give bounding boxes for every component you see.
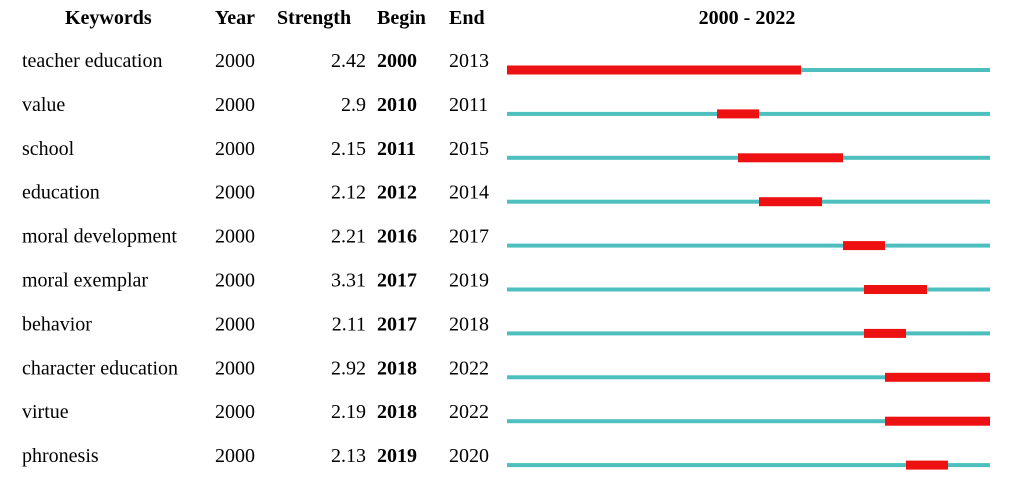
burst-row: virtue 2000 2.19 2018 2022 bbox=[22, 401, 990, 426]
strength-value: 2.15 bbox=[331, 138, 366, 160]
strength-value: 2.42 bbox=[331, 50, 366, 72]
burst-row: teacher education 2000 2.42 2000 2013 bbox=[22, 50, 990, 75]
year-value: 2000 bbox=[215, 94, 255, 116]
burst-rows: teacher education 2000 2.42 2000 2013 value 20… bbox=[22, 50, 990, 470]
timeline-baseline bbox=[507, 419, 990, 424]
begin-year: 2018 bbox=[377, 357, 417, 379]
year-value: 2000 bbox=[215, 357, 255, 379]
header-begin: Begin bbox=[377, 7, 426, 29]
begin-year: 2017 bbox=[377, 270, 417, 292]
year-value: 2000 bbox=[215, 182, 255, 204]
keyword-label: education bbox=[22, 182, 100, 204]
burst-row: behavior 2000 2.11 2017 2018 bbox=[22, 313, 990, 338]
keyword-label: virtue bbox=[22, 401, 69, 423]
header-end: End bbox=[449, 7, 485, 29]
strength-value: 2.11 bbox=[332, 313, 366, 335]
burst-bar bbox=[885, 416, 990, 426]
begin-year: 2016 bbox=[377, 226, 417, 248]
year-value: 2000 bbox=[215, 138, 255, 160]
begin-year: 2000 bbox=[377, 50, 417, 72]
end-year: 2020 bbox=[449, 445, 489, 467]
burst-bar bbox=[759, 197, 822, 207]
burst-row: phronesis 2000 2.13 2019 2020 bbox=[22, 445, 990, 470]
burst-bar bbox=[843, 241, 885, 251]
begin-year: 2010 bbox=[377, 94, 417, 116]
burst-row: moral development 2000 2.21 2016 2017 bbox=[22, 226, 990, 251]
strength-value: 2.92 bbox=[331, 357, 366, 379]
begin-year: 2019 bbox=[377, 445, 417, 467]
strength-value: 3.31 bbox=[331, 270, 366, 292]
header-timeline-range: 2000 - 2022 bbox=[699, 7, 796, 29]
keyword-label: character education bbox=[22, 357, 178, 379]
begin-year: 2018 bbox=[377, 401, 417, 423]
burst-row: school 2000 2.15 2011 2015 bbox=[22, 138, 990, 163]
header-row: Keywords Year Strength Begin End 2000 - … bbox=[65, 7, 795, 29]
timeline-baseline bbox=[507, 199, 990, 204]
strength-value: 2.9 bbox=[341, 94, 366, 116]
begin-year: 2012 bbox=[377, 182, 417, 204]
end-year: 2011 bbox=[449, 94, 488, 116]
begin-year: 2017 bbox=[377, 313, 417, 335]
end-year: 2022 bbox=[449, 357, 489, 379]
year-value: 2000 bbox=[215, 50, 255, 72]
begin-year: 2011 bbox=[377, 138, 416, 160]
keyword-label: behavior bbox=[22, 313, 92, 335]
year-value: 2000 bbox=[215, 445, 255, 467]
burst-bar bbox=[906, 460, 948, 470]
strength-value: 2.13 bbox=[331, 445, 366, 467]
year-value: 2000 bbox=[215, 313, 255, 335]
burst-bar bbox=[507, 65, 801, 75]
burst-bar bbox=[885, 372, 990, 382]
end-year: 2013 bbox=[449, 50, 489, 72]
timeline-baseline bbox=[507, 331, 990, 336]
burst-row: moral exemplar 2000 3.31 2017 2019 bbox=[22, 270, 990, 294]
burst-bar bbox=[738, 153, 843, 163]
burst-row: character education 2000 2.92 2018 2022 bbox=[22, 357, 990, 382]
keyword-label: moral exemplar bbox=[22, 270, 148, 292]
end-year: 2019 bbox=[449, 270, 489, 292]
end-year: 2022 bbox=[449, 401, 489, 423]
end-year: 2017 bbox=[449, 226, 489, 248]
keyword-label: school bbox=[22, 138, 75, 160]
end-year: 2018 bbox=[449, 313, 489, 335]
strength-value: 2.21 bbox=[331, 226, 366, 248]
keyword-label: moral development bbox=[22, 226, 177, 248]
year-value: 2000 bbox=[215, 401, 255, 423]
header-keywords: Keywords bbox=[65, 7, 152, 29]
timeline-baseline bbox=[507, 375, 990, 380]
burst-bar bbox=[864, 328, 906, 338]
header-year: Year bbox=[215, 7, 255, 29]
keyword-label: value bbox=[22, 94, 65, 116]
burst-bar bbox=[717, 109, 759, 119]
strength-value: 2.12 bbox=[331, 182, 366, 204]
timeline-baseline bbox=[507, 287, 990, 292]
keyword-label: teacher education bbox=[22, 50, 162, 72]
burst-row: education 2000 2.12 2012 2014 bbox=[22, 182, 990, 207]
keyword-label: phronesis bbox=[22, 445, 99, 467]
end-year: 2014 bbox=[449, 182, 489, 204]
timeline-baseline bbox=[507, 463, 990, 468]
year-value: 2000 bbox=[215, 226, 255, 248]
timeline-baseline bbox=[507, 243, 990, 248]
year-value: 2000 bbox=[215, 270, 255, 292]
end-year: 2015 bbox=[449, 138, 489, 160]
burst-bar bbox=[864, 285, 927, 294]
header-strength: Strength bbox=[277, 7, 351, 29]
strength-value: 2.19 bbox=[331, 401, 366, 423]
burst-row: value 2000 2.9 2010 2011 bbox=[22, 94, 990, 119]
